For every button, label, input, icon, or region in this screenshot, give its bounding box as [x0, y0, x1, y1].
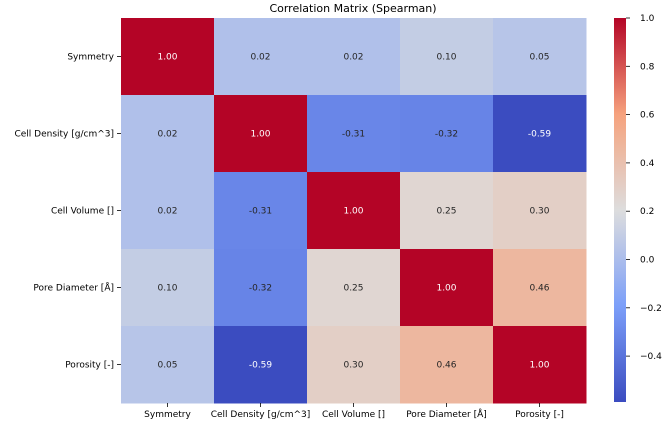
heatmap-cell — [400, 172, 494, 250]
row-tick-labels: Symmetry Cell Density [g/cm^3] Cell Volume… — [14, 53, 121, 371]
cell-value-label: 0.46 — [436, 361, 456, 371]
cell-value-label: 0.02 — [343, 53, 363, 63]
colorbar-tick-label: 0.6 — [640, 111, 655, 121]
cell-value-label: -0.59 — [528, 130, 552, 140]
cell-value-label: 0.05 — [157, 361, 177, 371]
column-tick-label: Cell Density [g/cm^3] — [211, 410, 311, 420]
column-tick-label: Porosity [-] — [515, 410, 564, 420]
cell-value-label: 0.10 — [157, 284, 177, 294]
heatmap-cell — [307, 249, 401, 327]
column-tick-label: Pore Diameter [Å] — [406, 408, 487, 420]
heatmap-cell — [121, 18, 215, 96]
cell-value-label: -0.32 — [249, 284, 272, 294]
heatmap-cell — [493, 18, 587, 96]
colorbar-tick-label: 0.8 — [640, 62, 655, 72]
heatmap-cell — [121, 326, 215, 404]
cell-value-label: 1.00 — [343, 207, 363, 217]
colorbar-tick-label: 0.0 — [640, 256, 655, 266]
heatmap-cell — [121, 249, 215, 327]
cell-value-label: 1.00 — [250, 130, 270, 140]
row-tick-label: Cell Volume [] — [51, 207, 114, 217]
colorbar-ticks: 1.0 0.8 0.6 0.4 0.2 0.0 −0.2 −0.4 — [626, 14, 662, 362]
colorbar-tick-label: −0.4 — [640, 352, 662, 362]
cell-value-label: 0.05 — [529, 53, 549, 63]
colorbar-tick-label: 1.0 — [640, 14, 655, 24]
cell-value-label: 0.30 — [529, 207, 549, 217]
cell-value-label: 0.10 — [436, 53, 456, 63]
heatmap-cell — [493, 95, 587, 173]
column-tick-label: Cell Volume [] — [322, 410, 385, 420]
heatmap-cell — [493, 326, 587, 404]
row-tick-label: Porosity [-] — [65, 361, 114, 371]
heatmap-cell — [121, 95, 215, 173]
cell-value-label: 0.46 — [529, 284, 549, 294]
heatmap-cell — [400, 249, 494, 327]
cell-value-label: 1.00 — [529, 361, 549, 371]
cell-value-label: 1.00 — [436, 284, 456, 294]
cell-value-label: -0.59 — [249, 361, 273, 371]
cell-value-label: 0.02 — [157, 130, 177, 140]
heatmap-cell — [214, 326, 308, 404]
cell-value-label: 0.02 — [250, 53, 270, 63]
column-tick-label: Symmetry — [144, 410, 191, 420]
heatmap-cell — [400, 326, 494, 404]
heatmap-cells: 1.00 0.02 0.02 0.10 0.05 0.02 1.00 -0.31 -0.32 -0… — [121, 18, 587, 404]
heatmap-cell — [307, 18, 401, 96]
heatmap-cell — [493, 249, 587, 327]
chart-title: Correlation Matrix (Spearman) — [269, 2, 436, 15]
colorbar-tick-label: 0.4 — [640, 159, 655, 169]
cell-value-label: 1.00 — [157, 53, 177, 63]
cell-value-label: 0.30 — [343, 361, 363, 371]
cell-value-label: 0.25 — [343, 284, 363, 294]
column-tick-labels: Symmetry Cell Density [g/cm^3] Cell Volume… — [144, 403, 564, 420]
colorbar — [614, 18, 626, 402]
row-tick-label: Symmetry — [67, 53, 114, 63]
row-tick-label: Cell Density [g/cm^3] — [14, 130, 114, 140]
heatmap-cell — [307, 326, 401, 404]
heatmap-cell — [121, 172, 215, 250]
heatmap-cell — [400, 18, 494, 96]
heatmap-cell — [214, 18, 308, 96]
heatmap-cell — [307, 95, 401, 173]
cell-value-label: -0.31 — [342, 130, 365, 140]
heatmap-cell — [214, 249, 308, 327]
heatmap-cell — [214, 95, 308, 173]
heatmap-cell — [307, 172, 401, 250]
heatmap-cell — [400, 95, 494, 173]
cell-value-label: -0.32 — [435, 130, 458, 140]
cell-value-label: -0.31 — [249, 207, 272, 217]
row-tick-label: Pore Diameter [Å] — [33, 282, 114, 294]
colorbar-tick-label: −0.2 — [640, 304, 662, 314]
cell-value-label: 0.02 — [157, 207, 177, 217]
cell-value-label: 0.25 — [436, 207, 456, 217]
heatmap-cell — [214, 172, 308, 250]
heatmap-cell — [493, 172, 587, 250]
colorbar-tick-label: 0.2 — [640, 207, 654, 217]
